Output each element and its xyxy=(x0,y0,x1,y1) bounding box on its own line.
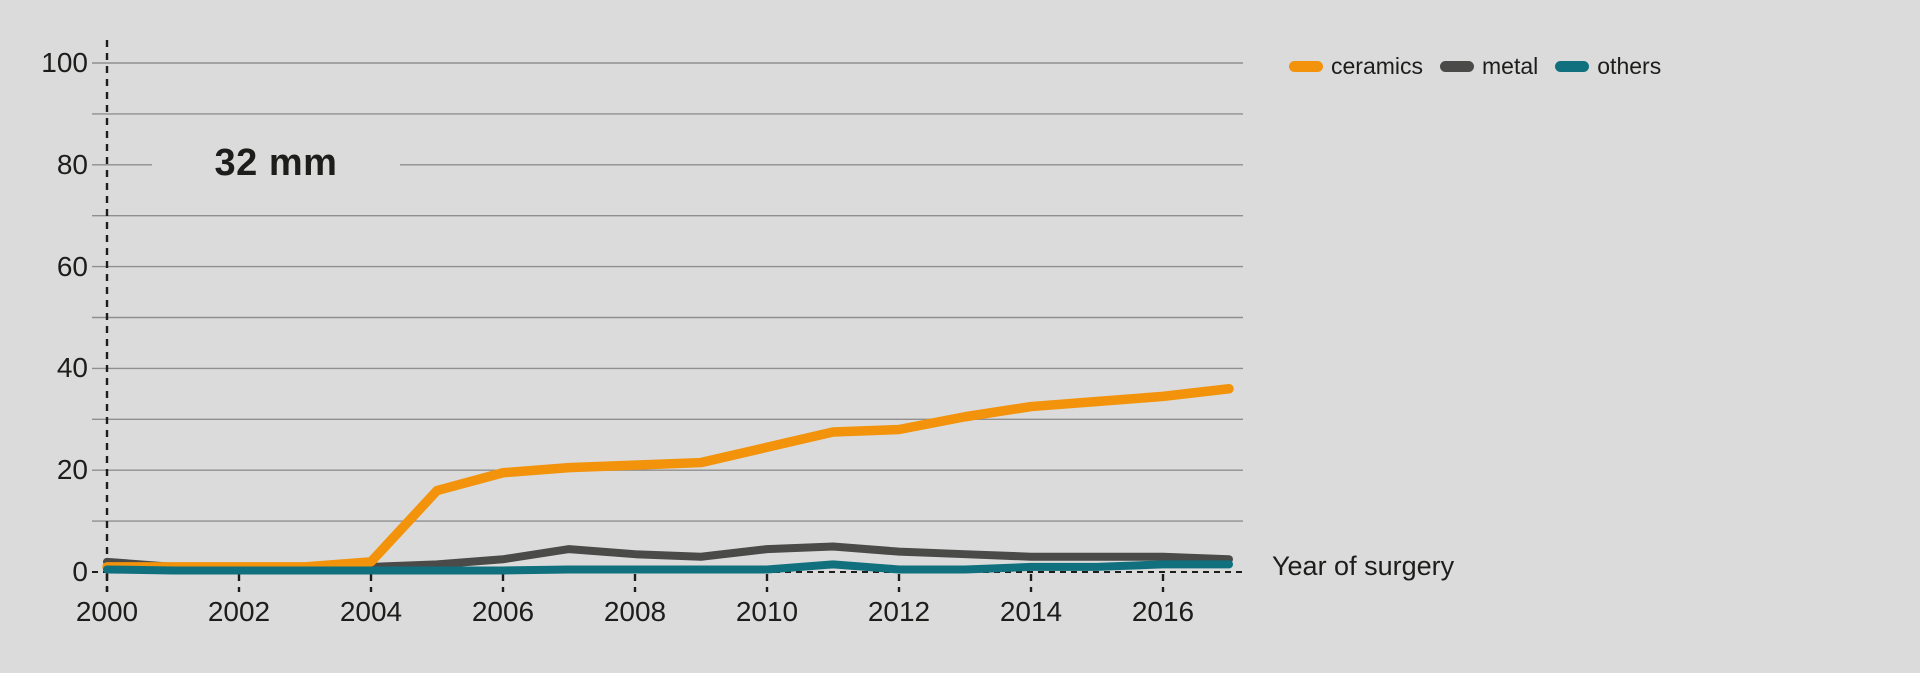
y-axis-tick-label-60: 60 xyxy=(56,250,88,282)
x-axis-tick-label-2002: 2002 xyxy=(207,596,271,627)
ceramics-line-swatch xyxy=(1289,60,1323,72)
legend-label-metal: metal xyxy=(1482,53,1539,79)
y-axis-tick-label-40: 40 xyxy=(56,352,88,384)
legend-label-others: others xyxy=(1597,53,1662,79)
chart-title: 32 mm xyxy=(214,142,338,184)
y-axis-tick-label-100: 100 xyxy=(41,47,88,78)
x-axis-tick-label-2012: 2012 xyxy=(867,596,931,627)
metal-line-swatch xyxy=(1440,60,1475,72)
legend-label-ceramics: ceramics xyxy=(1331,53,1424,79)
x-axis-tick-label-2008: 2008 xyxy=(603,596,667,627)
series-line-others xyxy=(103,560,1233,575)
x-axis-tick-label-2016: 2016 xyxy=(1131,596,1195,627)
legend-item-others: others xyxy=(1555,53,1661,79)
x-axis-tick-label-2000: 2000 xyxy=(75,596,139,627)
x-axis-tick-label-2010: 2010 xyxy=(735,596,799,627)
x-axis-tick-label-2004: 2004 xyxy=(339,596,403,627)
legend-item-metal: metal xyxy=(1440,53,1538,79)
legend: ceramics metal others xyxy=(1289,53,1661,79)
legend-item-ceramics: ceramics xyxy=(1289,53,1423,79)
x-axis-tick-label-2014: 2014 xyxy=(999,596,1063,627)
y-axis-tick-label-20: 20 xyxy=(56,454,88,486)
y-axis-tick-label-0: 0 xyxy=(72,556,88,587)
x-axis-tick-label-2006: 2006 xyxy=(471,596,535,627)
x-axis-title: Year of surgery xyxy=(1272,551,1455,581)
y-axis-tick-label-80: 80 xyxy=(56,148,88,180)
series-line-ceramics xyxy=(102,384,1234,572)
others-line-swatch xyxy=(1555,60,1590,72)
